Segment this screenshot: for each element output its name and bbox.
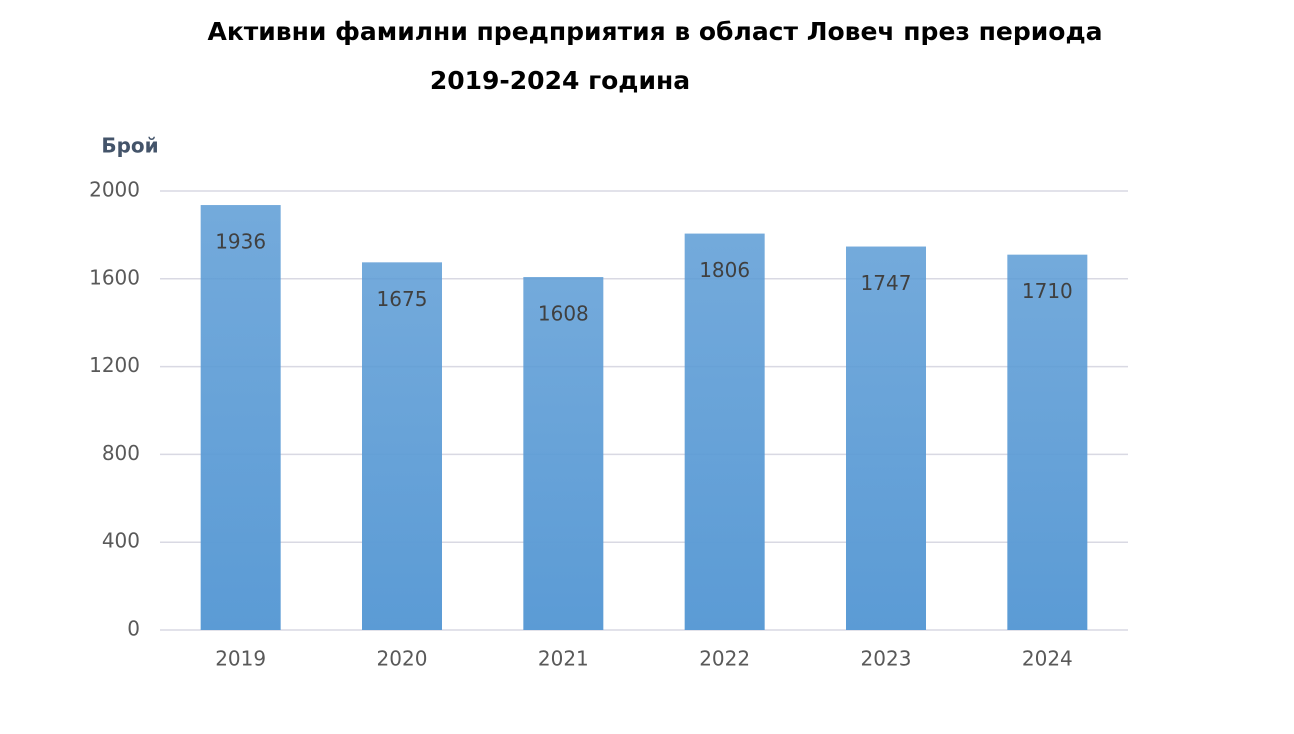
- bar: [1007, 254, 1088, 630]
- y-axis-label: Брой: [101, 134, 158, 158]
- y-tick-label: 2000: [89, 178, 140, 202]
- x-tick-label: 2024: [1022, 647, 1073, 671]
- chart-title: Активни фамилни предприятия в област Лов…: [207, 17, 1102, 46]
- data-label: 1608: [538, 302, 589, 326]
- chart-title: 2019-2024 година: [430, 66, 690, 95]
- data-label: 1806: [699, 258, 750, 282]
- bar: [684, 233, 765, 630]
- x-tick-label: 2021: [538, 647, 589, 671]
- x-tick-label: 2019: [215, 647, 266, 671]
- bar: [523, 277, 604, 630]
- y-tick-label: 800: [102, 441, 140, 465]
- x-tick-label: 2023: [861, 647, 912, 671]
- data-label: 1936: [215, 230, 266, 254]
- bar: [362, 262, 442, 630]
- y-tick-label: 1600: [89, 265, 140, 289]
- x-tick-label: 2020: [377, 647, 428, 671]
- y-tick-label: 0: [127, 617, 140, 641]
- bar: [846, 246, 926, 630]
- bar: [200, 205, 281, 630]
- data-label: 1747: [861, 271, 912, 295]
- y-tick-label: 400: [102, 529, 140, 553]
- data-label: 1675: [377, 287, 428, 311]
- x-tick-label: 2022: [699, 647, 750, 671]
- data-label: 1710: [1022, 279, 1073, 303]
- y-tick-label: 1200: [89, 353, 140, 377]
